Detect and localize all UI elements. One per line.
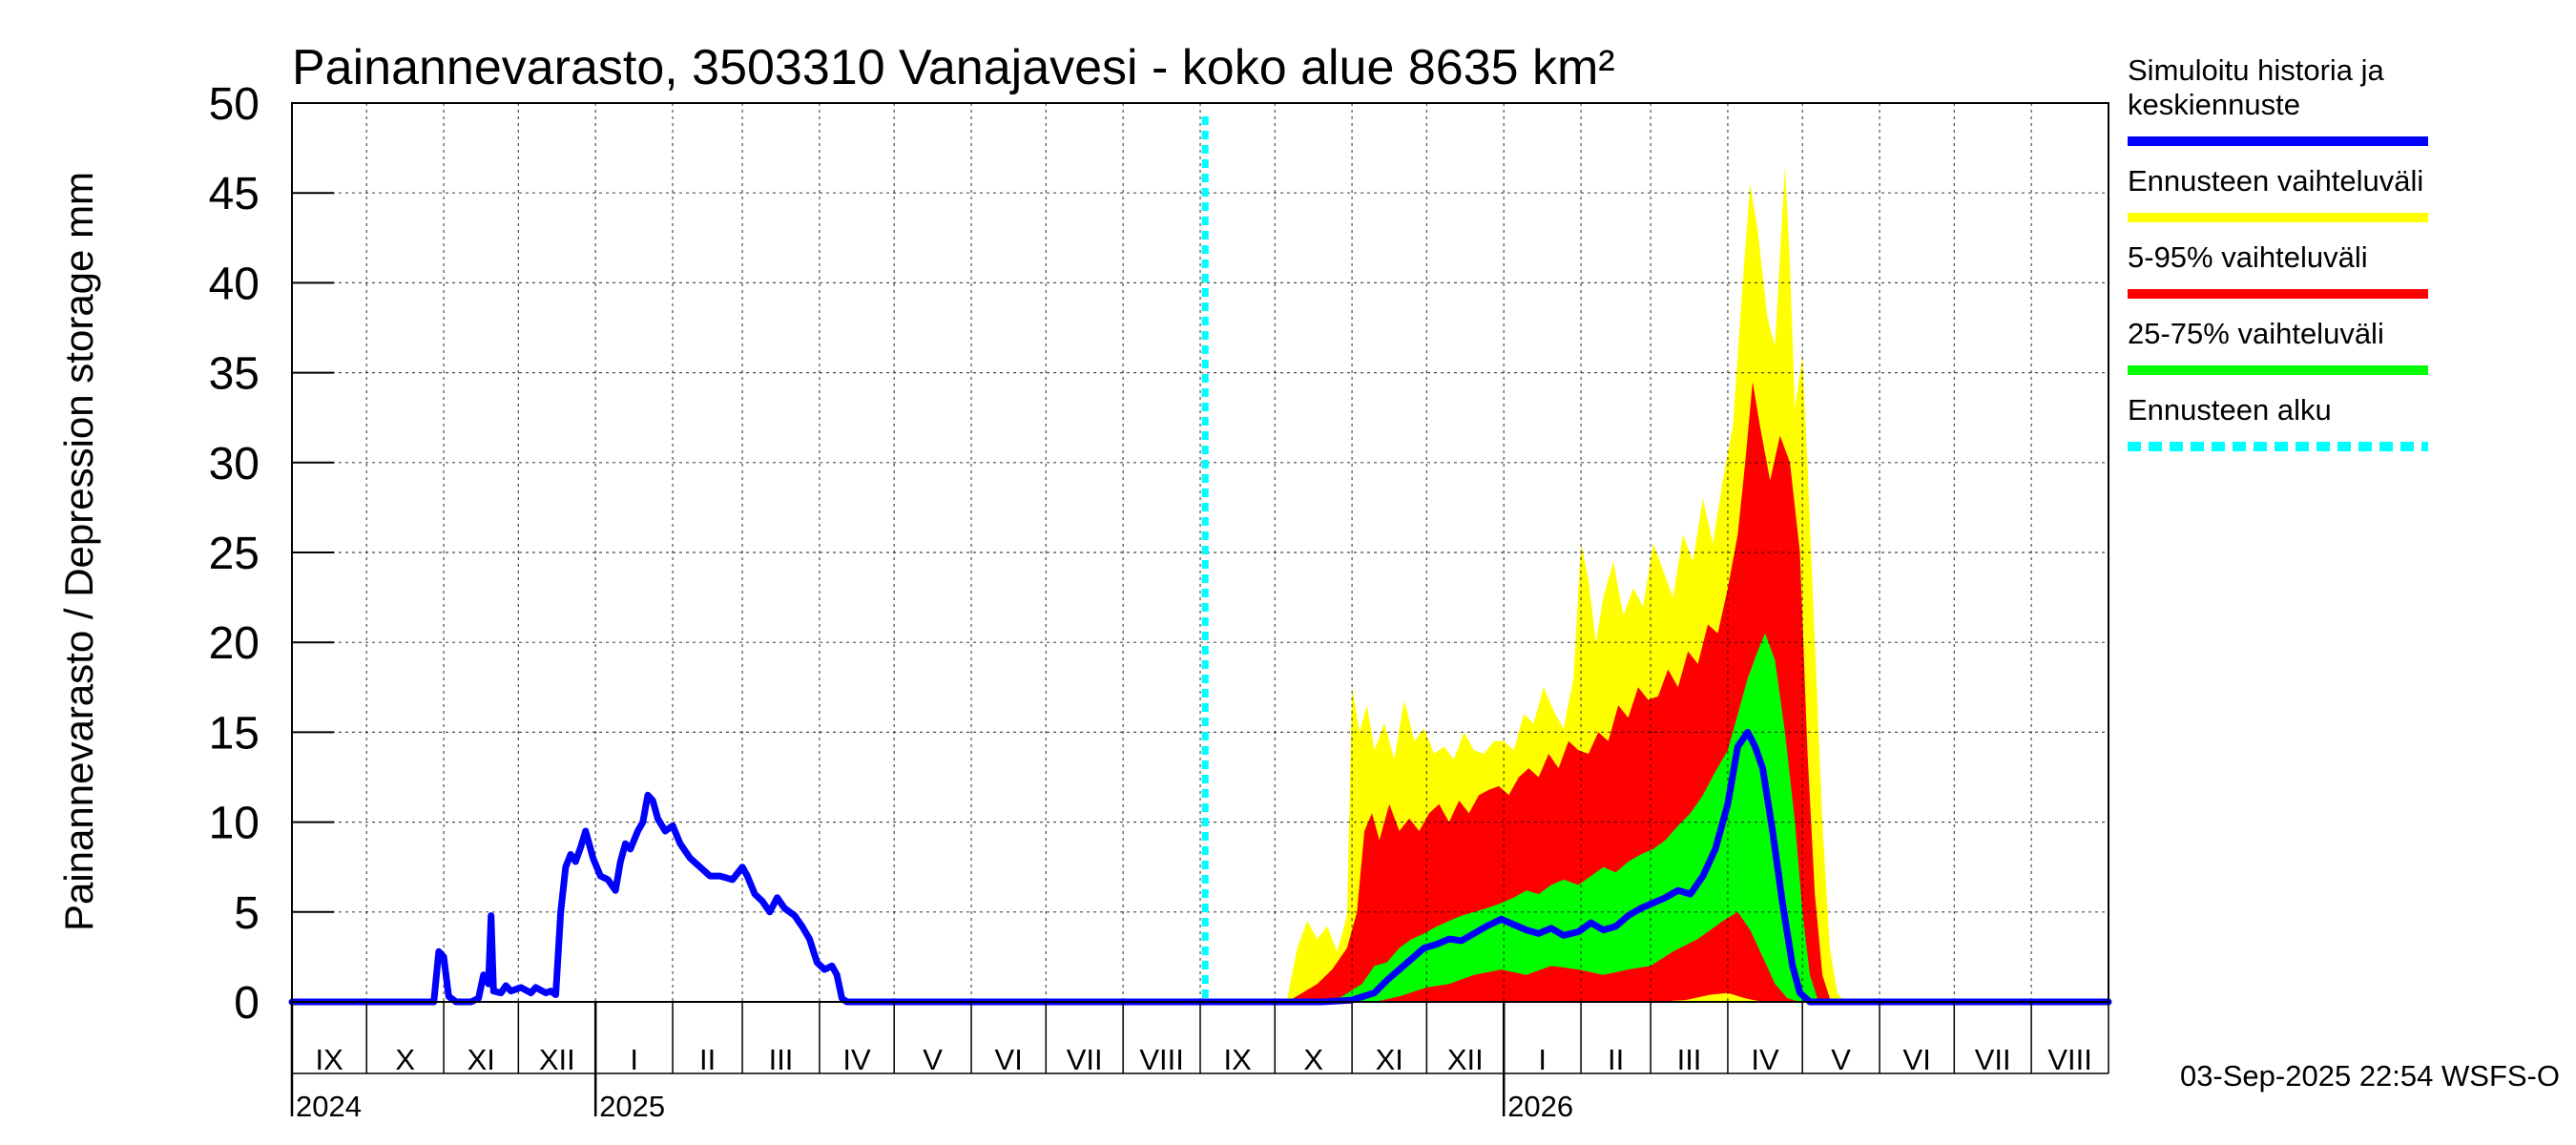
legend-label: Ennusteen vaihteluväli — [2128, 164, 2423, 198]
grid — [292, 102, 2109, 1002]
y-tick-label: 30 — [209, 439, 260, 489]
band-25-75-vaihteluv-li — [1200, 633, 2109, 1002]
forecast-bands — [1200, 165, 2109, 1002]
x-month-label: VIII — [1139, 1043, 1184, 1076]
x-year-label: 2025 — [599, 1090, 665, 1123]
series — [288, 116, 2112, 1006]
legend-label: Ennusteen alku — [2128, 393, 2332, 427]
x-month-label: IV — [1751, 1043, 1779, 1076]
x-month-label: II — [1608, 1043, 1624, 1076]
chart-title: Painannevarasto, 3503310 Vanajavesi - ko… — [292, 40, 1615, 95]
x-month-label: XI — [467, 1043, 495, 1076]
x-month-label: VII — [1067, 1043, 1103, 1076]
x-month-label: V — [1831, 1043, 1851, 1076]
legend-label: 25-75% vaihteluväli — [2128, 317, 2384, 350]
x-month-label: V — [923, 1043, 943, 1076]
legend-label: Simuloitu historia ja — [2128, 53, 2385, 87]
x-month-label: IV — [842, 1043, 871, 1076]
y-tick-label: 45 — [209, 169, 260, 219]
x-month-label: X — [1303, 1043, 1323, 1076]
x-month-label: X — [395, 1043, 415, 1076]
y-tick-label: 35 — [209, 349, 260, 400]
series-simuloitu-historia-ja-keskiennuste — [288, 728, 2112, 1006]
y-axis-label: Painannevarasto / Depression storage mm — [56, 172, 101, 931]
x-month-label: I — [630, 1043, 638, 1076]
x-month-label: XII — [1447, 1043, 1484, 1076]
y-tick-label: 50 — [209, 79, 260, 130]
legend-label: keskiennuste — [2128, 88, 2300, 121]
x-month-label: VIII — [2047, 1043, 2092, 1076]
x-month-label: VI — [995, 1043, 1023, 1076]
y-tick-label: 20 — [209, 618, 260, 669]
x-month-label: IX — [1223, 1043, 1252, 1076]
y-tick-label: 10 — [209, 799, 260, 849]
x-year-label: 2026 — [1507, 1090, 1573, 1123]
x-month-label: II — [699, 1043, 716, 1076]
x-month-label: XII — [539, 1043, 575, 1076]
x-month-label: III — [1677, 1043, 1702, 1076]
footer-timestamp: 03-Sep-2025 22:54 WSFS-O — [2180, 1059, 2560, 1093]
x-year-label: 2024 — [296, 1090, 362, 1123]
y-tick-label: 15 — [209, 708, 260, 759]
x-month-label: III — [769, 1043, 794, 1076]
band-5-95-vaihteluv-li — [1200, 382, 2109, 1002]
y-tick-label: 25 — [209, 529, 260, 579]
band-ennusteen-vaihteluv-li — [1200, 165, 2109, 1002]
x-month-label: VII — [1975, 1043, 2011, 1076]
x-month-label: IX — [315, 1043, 343, 1076]
y-tick-label: 40 — [209, 259, 260, 309]
x-month-label: VI — [1903, 1043, 1931, 1076]
plot-frame — [291, 102, 2109, 1003]
legend-label: 5-95% vaihteluväli — [2128, 240, 2368, 274]
y-tick-label: 5 — [234, 888, 260, 939]
y-tick-label: 0 — [234, 978, 260, 1029]
x-month-label: XI — [1376, 1043, 1403, 1076]
x-month-label: I — [1538, 1043, 1547, 1076]
